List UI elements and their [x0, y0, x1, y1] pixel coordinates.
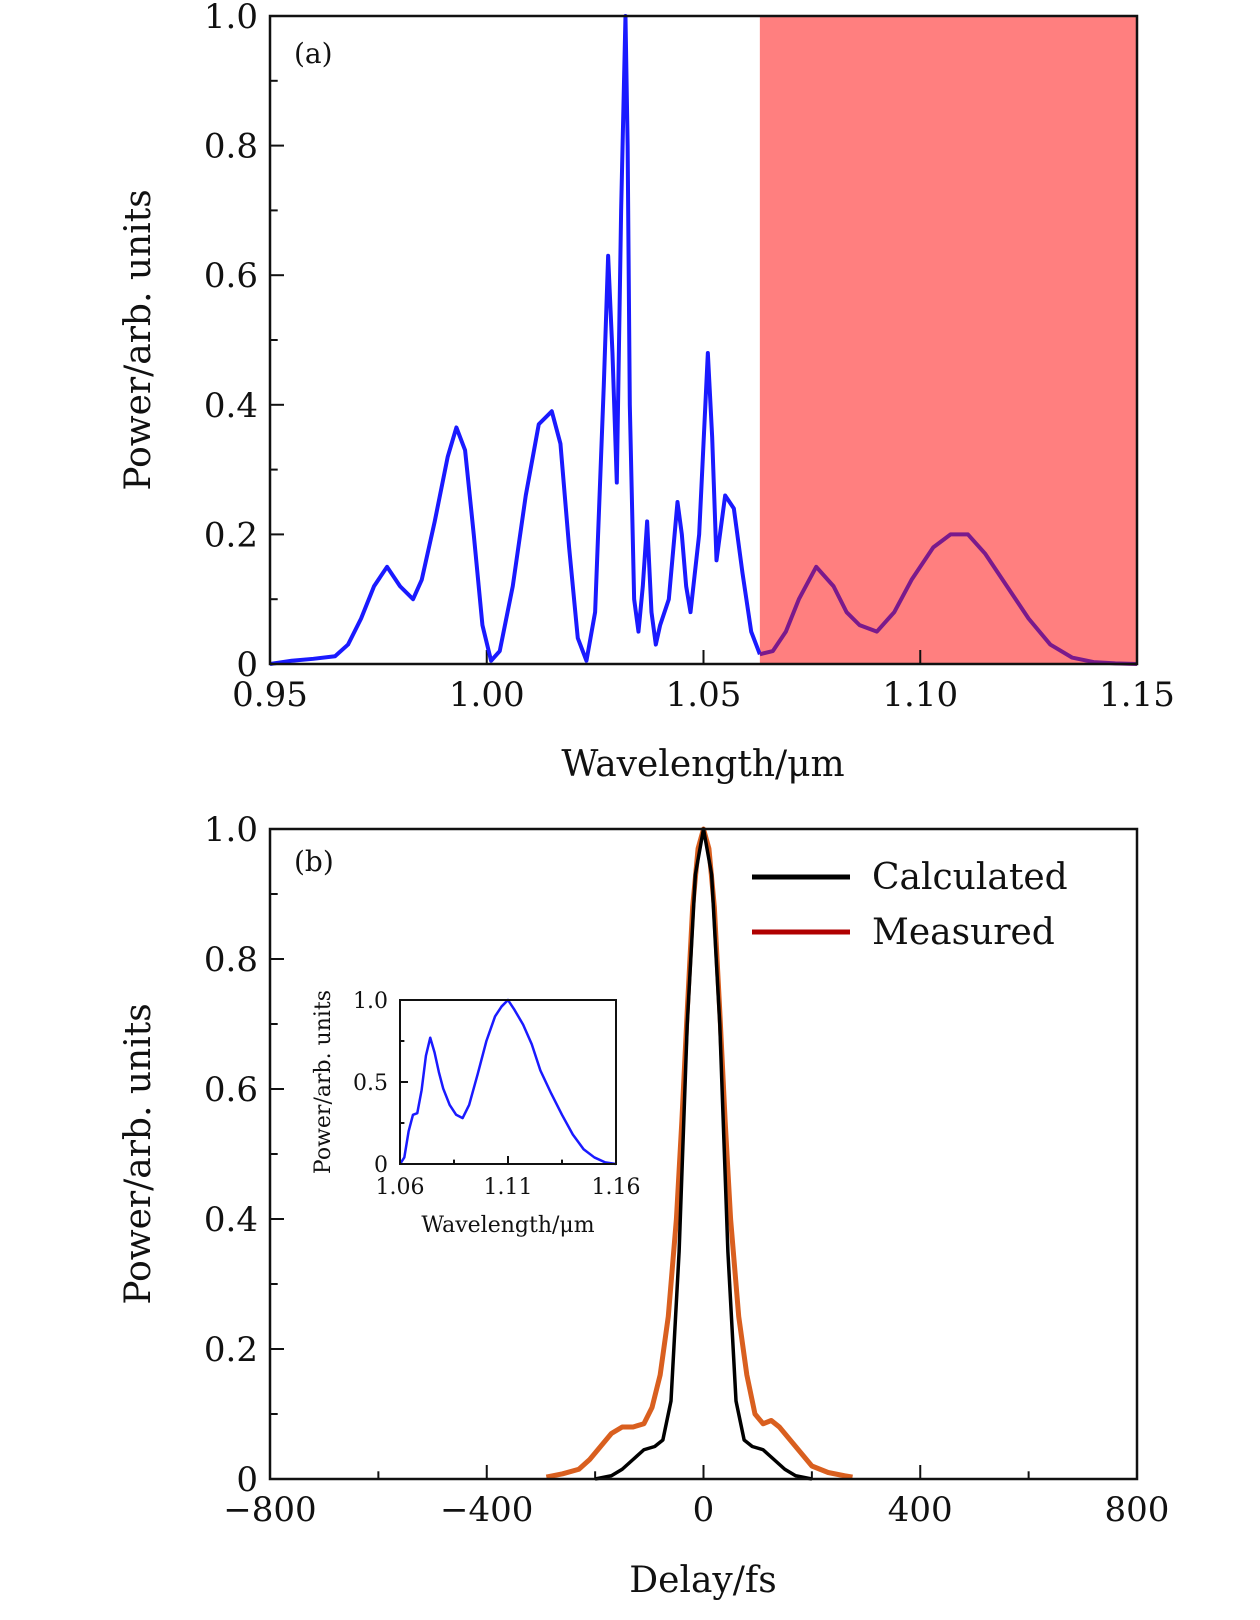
panel-b-ticks: 0 0.2 0.4 0.6 0.8 1.0 −800 −400 0 400 800: [204, 810, 1170, 1530]
panel-b-ytick-label: 0.4: [204, 1200, 258, 1240]
panel-a-shaded-region: [759, 16, 1137, 664]
panel-a-ytick-label: 0.8: [204, 127, 258, 167]
panel-b-xtick-label: −400: [440, 1490, 533, 1530]
inset-ytick-label: 1.0: [353, 989, 388, 1014]
panel-b-ylabel: Power/arb. units: [118, 1003, 159, 1304]
panel-b-xtick-label: 800: [1105, 1490, 1170, 1530]
inset-spectrum-line: [398, 998, 617, 1166]
panel-b-xtick-label: 400: [888, 1490, 953, 1530]
legend-calculated-label: Calculated: [872, 857, 1068, 898]
panel-b-xtick-label: 0: [693, 1490, 715, 1530]
panel-a-ylabel: Power/arb. units: [118, 189, 159, 490]
inset-xtick-label: 1.16: [592, 1175, 641, 1200]
panel-a-ytick-label: 1.0: [204, 0, 258, 37]
inset-xlabel: Wavelength/μm: [421, 1213, 594, 1238]
inset-background: [400, 1000, 616, 1164]
panel-b-xtick-label: −800: [223, 1490, 316, 1530]
panel-a-label: (a): [294, 37, 333, 70]
panel-b-ytick-label: 1.0: [204, 810, 258, 850]
panel-a-ytick-label: 0.2: [204, 515, 258, 555]
panel-a: 0 0.2 0.4 0.6 0.8 1.0 0.95 1.00 1.05 1.10 1.15 (a)…: [118, 0, 1175, 785]
legend: Calculated Measured: [752, 857, 1068, 953]
calculated-line: [594, 827, 813, 1481]
panel-b-ytick-label: 0.6: [204, 1070, 258, 1110]
panel-a-xlabel: Wavelength/μm: [561, 744, 844, 785]
panel-b-ytick-label: 0.2: [204, 1330, 258, 1370]
panel-a-ytick-label: 0.6: [204, 256, 258, 296]
inset-series: [398, 998, 617, 1166]
panel-a-spectrum-line: [269, 14, 762, 666]
panel-a-spectrum-line-shaded: [759, 532, 1138, 666]
panel-a-xtick-label: 1.00: [449, 675, 525, 715]
panel-a-xtick-label: 1.15: [1099, 675, 1175, 715]
panel-a-frame: [268, 14, 1139, 666]
panel-a-xtick-label: 1.05: [666, 675, 742, 715]
inset: 0 0.5 1.0 1.06 1.11 1.16 Power/arb. units Wav…: [311, 989, 640, 1238]
panel-b-frame: [268, 827, 1139, 1481]
panel-a-ytick-label: 0.4: [204, 386, 258, 426]
panel-b-label: (b): [294, 845, 334, 878]
inset-ytick-label: 0.5: [353, 1071, 388, 1096]
panel-b-ytick-label: 0.8: [204, 940, 258, 980]
panel-a-xtick-label: 1.10: [882, 675, 958, 715]
panel-b-ytick-label: 0: [236, 1460, 258, 1500]
inset-ylabel: Power/arb. units: [311, 990, 336, 1174]
panel-b-xlabel: Delay/fs: [629, 1560, 776, 1601]
inset-xtick-label: 1.06: [376, 1175, 425, 1200]
inset-frame: [399, 999, 617, 1165]
panel-b: 0 0.2 0.4 0.6 0.8 1.0 −800 −400 0 400 800 (b) Powe…: [118, 810, 1169, 1601]
panel-a-series: [269, 14, 1138, 666]
legend-measured-label: Measured: [872, 912, 1055, 953]
panel-a-ticks: 0 0.2 0.4 0.6 0.8 1.0 0.95 1.00 1.05 1.10 1.15: [204, 0, 1175, 715]
panel-a-ytick-label: 0: [236, 645, 258, 685]
inset-xtick-label: 1.11: [484, 1175, 533, 1200]
inset-ytick-label: 0: [374, 1153, 388, 1178]
panel-a-xtick-label: 0.95: [232, 675, 308, 715]
